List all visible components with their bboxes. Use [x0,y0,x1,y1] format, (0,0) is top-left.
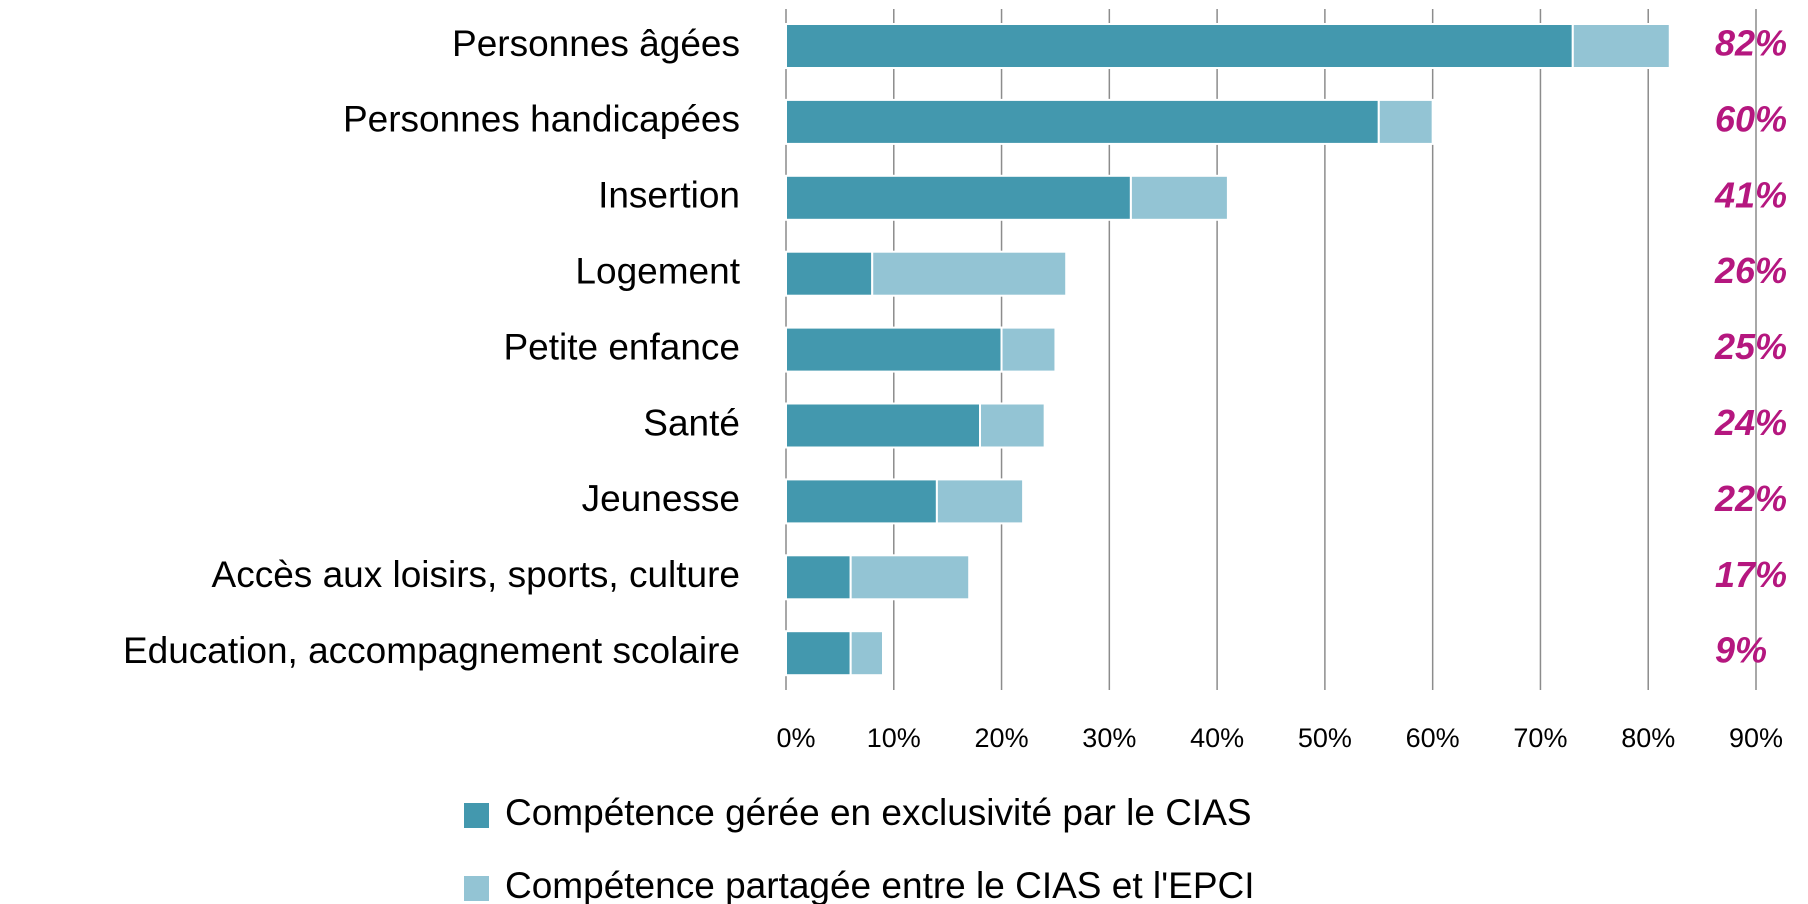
x-tick-label: 20% [975,723,1029,753]
x-tick-label: 60% [1406,723,1460,753]
x-tick-label: 50% [1298,723,1352,753]
total-label: 17% [1715,554,1787,595]
x-tick-label: 30% [1082,723,1136,753]
category-label: Santé [643,402,740,443]
category-label: Logement [575,250,740,291]
bar-segment [1377,98,1434,145]
x-tick-label: 40% [1190,723,1244,753]
category-label: Personnes âgées [452,23,740,64]
legend-label: Compétence partagée entre le CIAS et l'E… [505,865,1255,904]
x-tick-label: 10% [867,723,921,753]
category-label: Petite enfance [503,326,740,367]
bar-segment [871,250,1068,297]
total-label: 60% [1715,98,1787,139]
bar-segment [785,98,1380,145]
category-label: Accès aux loisirs, sports, culture [212,554,740,595]
bar-segment [785,402,981,449]
bar-segment [785,326,1003,373]
bar-segment [785,174,1132,221]
total-label: 9% [1715,630,1767,671]
total-label: 82% [1715,23,1787,64]
bar-segment [785,478,938,525]
bar-segment [935,478,1025,525]
category-label: Insertion [598,175,740,216]
category-label: Personnes handicapées [343,99,740,140]
bar-segment [785,630,852,677]
category-label: Education, accompagnement scolaire [123,630,740,671]
legend-label: Compétence gérée en exclusivité par le C… [505,792,1252,833]
total-label: 22% [1714,478,1787,519]
bar-segment [785,23,1574,69]
total-label: 25% [1714,326,1787,367]
x-tick-label: 0% [776,723,815,753]
bar-segment [849,630,885,677]
category-label: Jeunesse [582,478,740,519]
total-label: 24% [1714,402,1787,443]
total-label: 41% [1714,174,1787,215]
total-label: 26% [1714,250,1787,291]
x-tick-label: 80% [1621,723,1675,753]
bar-segment [1129,174,1229,221]
bar-segment [785,554,852,601]
bar-segment [1000,326,1057,373]
x-tick-label: 90% [1729,723,1783,753]
legend-swatch [464,876,489,901]
bar-segment [785,250,874,297]
x-tick-label: 70% [1513,723,1567,753]
bar-segment [849,554,971,601]
bar-segment [979,402,1046,449]
bar-segment [1571,23,1671,69]
legend-swatch [464,803,489,828]
